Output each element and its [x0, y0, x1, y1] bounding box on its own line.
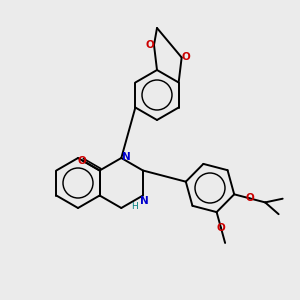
Text: O: O — [217, 223, 225, 232]
Text: N: N — [122, 152, 131, 162]
Text: O: O — [146, 40, 154, 50]
Text: O: O — [245, 194, 254, 203]
Text: N: N — [140, 196, 148, 206]
Text: O: O — [78, 155, 87, 166]
Text: H: H — [132, 202, 138, 211]
Text: O: O — [181, 52, 190, 62]
